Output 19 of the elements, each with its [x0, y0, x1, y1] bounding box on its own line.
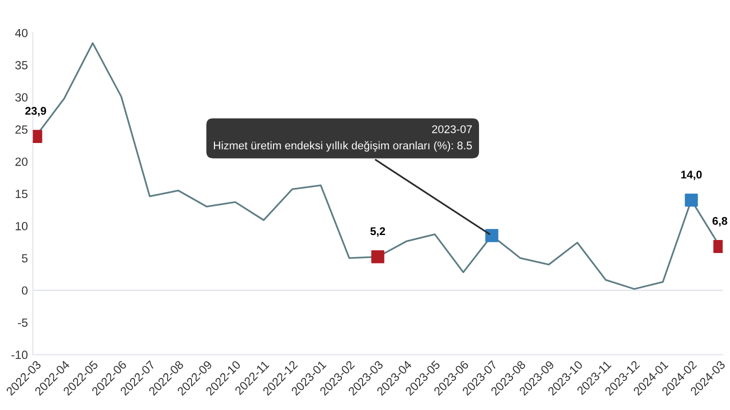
- y-tick-label: 15: [16, 190, 28, 198]
- y-tick-label: 30: [15, 93, 28, 102]
- data-label: 23,9: [25, 106, 46, 116]
- point: [371, 250, 384, 264]
- y-tick-label: 10: [16, 222, 28, 230]
- annotation: 2023-07 Hizmet üretim endeksi yıllık değişim oranları (%): 8.5: [214, 125, 472, 152]
- data-label: 5,2: [370, 227, 386, 237]
- y-tick-label: 5: [22, 254, 28, 262]
- y-tick-label: -10: [11, 350, 28, 360]
- data-label: 6,8: [712, 217, 728, 226]
- y-tick-label: -5: [18, 318, 28, 327]
- y-tick-label: 35: [15, 61, 28, 70]
- data-label: 14,0: [681, 170, 702, 180]
- y-tick-label: 40: [15, 28, 28, 38]
- y-tick-label: 20: [15, 158, 28, 166]
- point: [684, 194, 698, 207]
- y-tick-label: 0: [22, 286, 28, 295]
- point: [485, 229, 498, 242]
- y-tick-label: 25: [15, 125, 28, 134]
